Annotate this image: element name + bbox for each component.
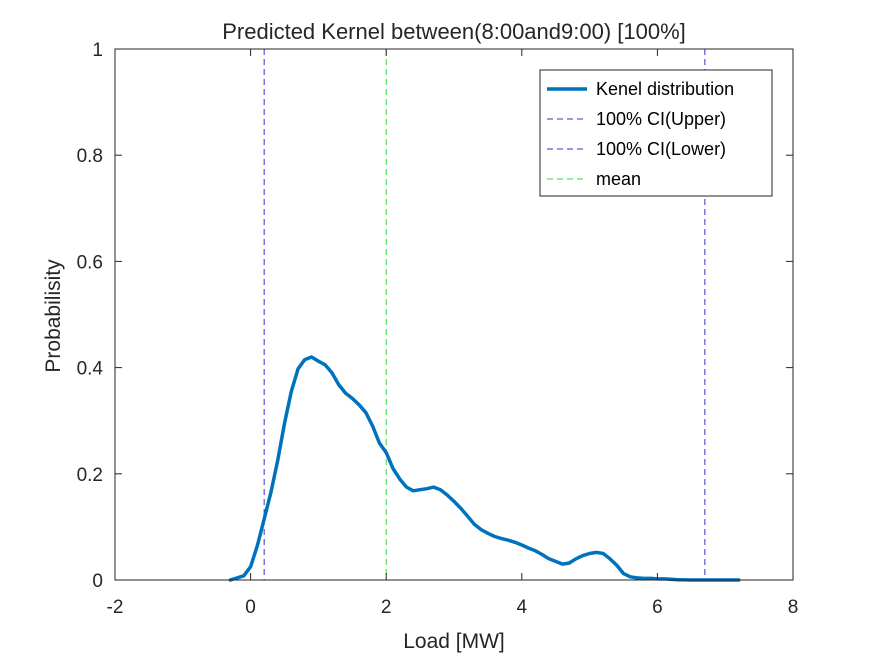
y-tick-label: 1 (92, 40, 103, 61)
x-tick-label: 6 (652, 597, 663, 618)
data-series (228, 355, 741, 582)
legend-label: 100% CI(Upper) (596, 109, 726, 129)
legend: Kenel distribution 100% CI(Upper) 100% CI(… (539, 69, 773, 197)
y-tick-label: 0.6 (77, 252, 103, 273)
x-tick-label: -2 (107, 597, 124, 618)
x-tick-label: 0 (245, 597, 256, 618)
y-tick-label: 0.2 (77, 465, 103, 486)
y-tick-label: 0.4 (77, 359, 104, 380)
x-tick-label: 4 (517, 597, 528, 618)
axes-box (114, 48, 794, 581)
x-tick-label: 2 (381, 597, 392, 618)
legend-label: mean (596, 169, 641, 189)
y-axis-label: Probabilisity (42, 259, 65, 373)
legend-box (539, 69, 773, 197)
legend-label: 100% CI(Lower) (596, 139, 726, 159)
legend-label: Kenel distribution (596, 79, 734, 99)
y-tick-label: 0.8 (77, 146, 103, 167)
y-tick-label: 0 (92, 571, 103, 592)
x-axis-label: Load [MW] (403, 630, 505, 653)
kernel-curve (228, 355, 741, 582)
x-tick-label: 8 (788, 597, 799, 618)
chart-title: Predicted Kernel between(8:00and9:00) [1… (222, 19, 686, 44)
reference-lines (263, 49, 706, 580)
